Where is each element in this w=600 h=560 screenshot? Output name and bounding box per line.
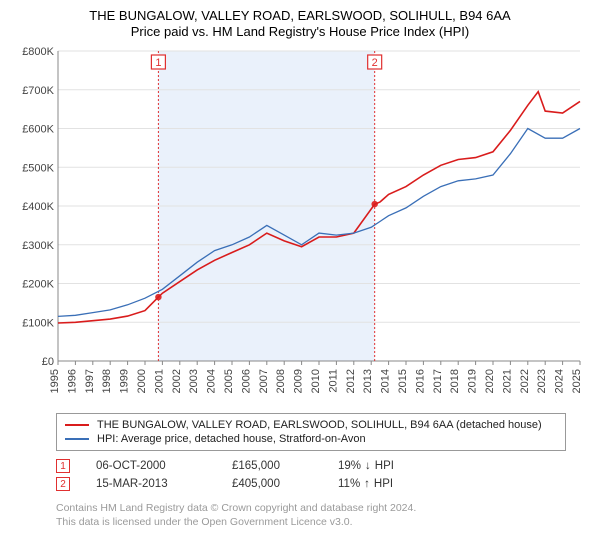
- legend-label-hpi: HPI: Average price, detached house, Stra…: [97, 433, 366, 445]
- svg-text:2015: 2015: [397, 369, 409, 393]
- sale-date-2: 15-MAR-2013: [96, 478, 206, 490]
- sale-marker-1-icon: 1: [56, 459, 70, 473]
- svg-text:2002: 2002: [171, 369, 183, 393]
- sale-delta-label-2: HPI: [374, 478, 393, 490]
- legend-swatch-hpi: [65, 438, 89, 440]
- svg-text:2014: 2014: [380, 369, 392, 393]
- svg-text:£300K: £300K: [22, 240, 54, 252]
- svg-text:1995: 1995: [49, 369, 61, 393]
- svg-text:2013: 2013: [362, 369, 374, 393]
- sale-price-1: £165,000: [232, 460, 312, 472]
- svg-text:£400K: £400K: [22, 201, 54, 213]
- sale-marker-2-icon: 2: [56, 477, 70, 491]
- svg-text:2004: 2004: [206, 369, 218, 393]
- svg-text:£0: £0: [42, 356, 54, 368]
- svg-text:2016: 2016: [414, 369, 426, 393]
- sale-row-2: 2 15-MAR-2013 £405,000 11% ↑ HPI: [56, 475, 588, 493]
- chart-title: THE BUNGALOW, VALLEY ROAD, EARLSWOOD, SO…: [12, 8, 588, 23]
- sale-price-2: £405,000: [232, 478, 312, 490]
- sales-table: 1 06-OCT-2000 £165,000 19% ↓ HPI 2 15-MA…: [56, 457, 588, 493]
- svg-text:2021: 2021: [501, 369, 513, 393]
- svg-text:2022: 2022: [519, 369, 531, 393]
- svg-text:2006: 2006: [240, 369, 252, 393]
- sale-date-1: 06-OCT-2000: [96, 460, 206, 472]
- svg-text:2008: 2008: [275, 369, 287, 393]
- svg-text:£200K: £200K: [22, 279, 54, 291]
- svg-text:1998: 1998: [101, 369, 113, 393]
- svg-text:£100K: £100K: [22, 317, 54, 329]
- legend: THE BUNGALOW, VALLEY ROAD, EARLSWOOD, SO…: [56, 413, 566, 451]
- svg-text:2005: 2005: [223, 369, 235, 393]
- svg-text:2009: 2009: [293, 369, 305, 393]
- plot-svg: £0 £100K £200K £300K £400K £500K £600K £700K £80…: [12, 45, 588, 405]
- legend-item-property: THE BUNGALOW, VALLEY ROAD, EARLSWOOD, SO…: [65, 418, 557, 432]
- legend-swatch-property: [65, 424, 89, 426]
- svg-text:2: 2: [372, 57, 378, 69]
- sale-delta-2: 11% ↑ HPI: [338, 478, 393, 490]
- svg-text:2001: 2001: [153, 369, 165, 393]
- svg-text:1999: 1999: [119, 369, 131, 393]
- titles: THE BUNGALOW, VALLEY ROAD, EARLSWOOD, SO…: [12, 8, 588, 39]
- sale-delta-pct-2: 11%: [338, 478, 360, 490]
- sale-delta-label-1: HPI: [375, 460, 394, 472]
- svg-text:2012: 2012: [345, 369, 357, 393]
- svg-text:2023: 2023: [536, 369, 548, 393]
- svg-text:1997: 1997: [84, 369, 96, 393]
- svg-text:2010: 2010: [310, 369, 322, 393]
- arrow-up-icon: ↑: [364, 478, 370, 490]
- sale-delta-1: 19% ↓ HPI: [338, 460, 394, 472]
- svg-text:£600K: £600K: [22, 124, 54, 136]
- svg-text:2011: 2011: [327, 369, 339, 393]
- arrow-down-icon: ↓: [365, 460, 371, 472]
- svg-text:1996: 1996: [66, 369, 78, 393]
- plot-area: £0 £100K £200K £300K £400K £500K £600K £700K £80…: [12, 45, 588, 405]
- svg-text:2007: 2007: [258, 369, 270, 393]
- svg-text:£700K: £700K: [22, 85, 54, 97]
- legend-label-property: THE BUNGALOW, VALLEY ROAD, EARLSWOOD, SO…: [97, 419, 542, 431]
- svg-text:2000: 2000: [136, 369, 148, 393]
- svg-text:£500K: £500K: [22, 162, 54, 174]
- chart-container: THE BUNGALOW, VALLEY ROAD, EARLSWOOD, SO…: [0, 0, 600, 560]
- svg-text:2017: 2017: [432, 369, 444, 393]
- sale-delta-pct-1: 19%: [338, 460, 361, 472]
- legend-item-hpi: HPI: Average price, detached house, Stra…: [65, 432, 557, 446]
- svg-text:1: 1: [155, 57, 161, 69]
- svg-text:£800K: £800K: [22, 46, 54, 58]
- svg-text:2025: 2025: [571, 369, 583, 393]
- footer: Contains HM Land Registry data © Crown c…: [56, 501, 588, 529]
- svg-text:2018: 2018: [449, 369, 461, 393]
- chart-subtitle: Price paid vs. HM Land Registry's House …: [12, 24, 588, 39]
- svg-text:2003: 2003: [188, 369, 200, 393]
- svg-text:2020: 2020: [484, 369, 496, 393]
- footer-line-1: Contains HM Land Registry data © Crown c…: [56, 501, 588, 515]
- svg-text:2019: 2019: [467, 369, 479, 393]
- footer-line-2: This data is licensed under the Open Gov…: [56, 515, 588, 529]
- svg-text:2024: 2024: [554, 369, 566, 393]
- sale-row-1: 1 06-OCT-2000 £165,000 19% ↓ HPI: [56, 457, 588, 475]
